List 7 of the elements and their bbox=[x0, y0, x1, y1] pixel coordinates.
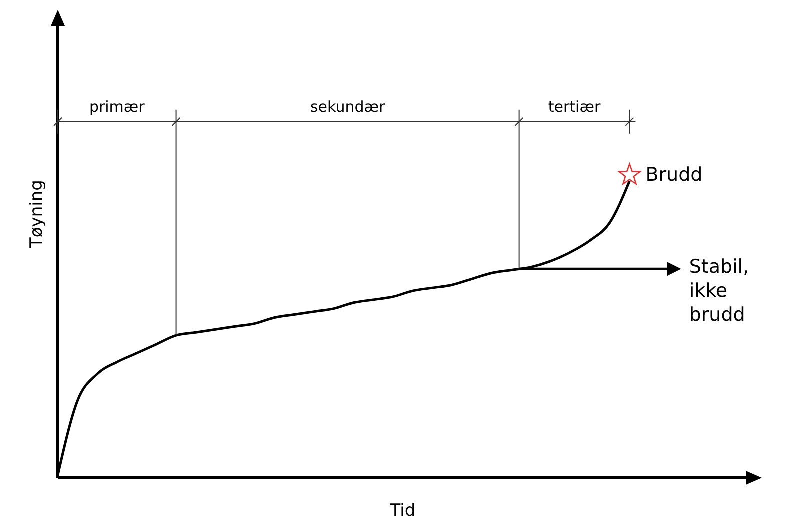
x-axis-title: Tid bbox=[389, 501, 416, 521]
text: tertiær bbox=[548, 98, 602, 116]
annotation: Brudd bbox=[646, 164, 703, 186]
annotation: Stabil, ikke brudd bbox=[689, 255, 750, 328]
text: sekundær bbox=[310, 98, 386, 116]
y-axis-title: Tøyning bbox=[27, 180, 48, 249]
text: primær bbox=[89, 98, 146, 116]
